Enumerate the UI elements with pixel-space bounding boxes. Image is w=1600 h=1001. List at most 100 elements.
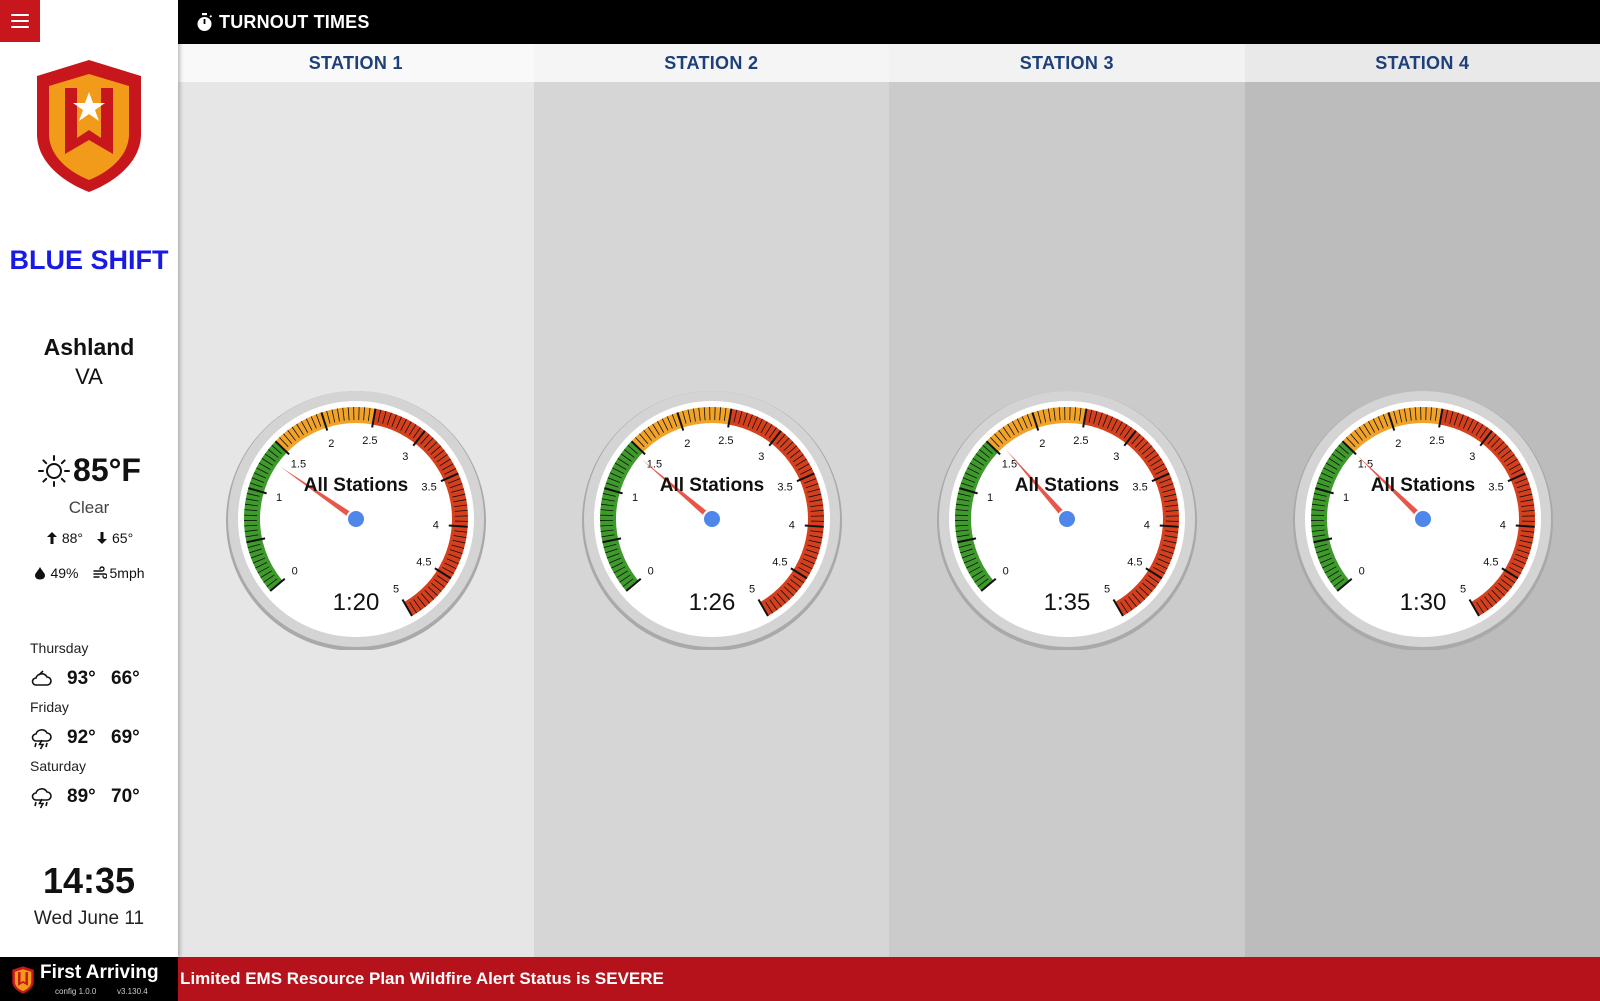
wind: 5mph	[92, 565, 145, 581]
gauge-tick-label: 2	[684, 438, 690, 450]
gauge-tick	[444, 562, 457, 570]
gauge-tick	[603, 543, 616, 548]
turnout-gauge: 0 1 1.5 2 2.5 3 3.5 4 4.5 5 All Stations 1:26	[581, 391, 842, 650]
gauge-tick-label: 3.5	[777, 481, 792, 493]
gauge-tick	[955, 529, 969, 532]
station-header[interactable]: STATION 2	[533, 44, 889, 82]
gauge-tick	[703, 407, 705, 421]
forecast-high: 93°	[67, 667, 96, 689]
gauge-tick	[296, 423, 304, 436]
gauge-tick	[768, 427, 777, 439]
gauge-tick	[642, 430, 652, 441]
station-header[interactable]: STATION 3	[889, 44, 1245, 82]
gauge-tick	[955, 509, 969, 512]
gauge-tick	[681, 410, 686, 424]
gauge-tick	[1372, 418, 1379, 431]
gauge-tick-label: 5	[393, 583, 399, 595]
gauge-tick	[1516, 549, 1530, 554]
gauge-tick	[336, 408, 340, 422]
gauge-tick	[244, 524, 258, 527]
gauge-tick	[1510, 468, 1523, 475]
gauge-tick	[1151, 472, 1170, 483]
gauge-tick	[1047, 408, 1051, 422]
gauge-tick	[267, 449, 279, 458]
gauge-tick	[809, 504, 823, 507]
date: Wed June 11	[33, 908, 145, 929]
forecast-row: 93° 66°	[30, 658, 160, 699]
gauge-tick	[1320, 472, 1333, 479]
gauge-tick	[1408, 407, 1412, 421]
gauge-tick	[779, 589, 790, 600]
city-name: Ashland	[43, 334, 135, 360]
gauge-tick	[1153, 566, 1165, 574]
current-weather: 85°F	[0, 452, 178, 489]
gauge-tick	[733, 409, 737, 423]
gauge-tick-label: 1.5	[1002, 458, 1017, 470]
gauge-tick	[440, 472, 459, 483]
gauge-tick	[805, 549, 819, 554]
gauge-tick	[1312, 498, 1326, 502]
station-header[interactable]: STATION 1	[178, 44, 534, 82]
gauge-tick	[796, 472, 815, 483]
gauge-tick	[963, 557, 977, 564]
gauge-tick	[975, 453, 987, 462]
gauge-tick	[687, 409, 691, 423]
gauge-tick	[957, 493, 971, 497]
gauge-tick	[746, 414, 753, 427]
gauge-tick-label: 4.5	[1483, 556, 1498, 568]
gauge-tick	[611, 467, 624, 475]
gauge-tick	[968, 566, 981, 574]
gauge-tick	[614, 462, 626, 470]
station-header[interactable]: STATION 4	[1244, 44, 1600, 82]
gauge-tick	[1324, 566, 1336, 574]
gauge-tick	[448, 478, 461, 484]
gauge-tick	[1026, 414, 1033, 427]
gauge-tick	[1321, 562, 1334, 569]
gauge-tick	[1161, 549, 1174, 554]
menu-button[interactable]	[0, 0, 40, 42]
gauge-tick	[1414, 407, 1416, 421]
alert-ticker: ns on Limited EMS Resource Plan Wildfire…	[0, 957, 1600, 1001]
gauge-tick	[969, 462, 982, 470]
cloud-icon	[31, 669, 52, 686]
gauge-tick	[1508, 566, 1521, 574]
gauge-tick	[1326, 570, 1339, 579]
gauge-time: 1:26	[688, 589, 735, 616]
gauge-tick	[449, 483, 463, 489]
gauge-tick	[260, 570, 272, 579]
gauge-tick	[805, 483, 818, 489]
gauge-tick	[1508, 463, 1521, 471]
gauge-tick	[606, 553, 619, 559]
gauge-tick	[982, 444, 993, 455]
gauge-tick	[252, 557, 266, 564]
gauge-tick-label: 4.5	[772, 556, 787, 568]
turnout-gauge: 011.52 2.533.544.55 All Stations 1:30	[1292, 391, 1553, 650]
high-temp: 88°	[45, 530, 83, 546]
gauge-tick	[1345, 437, 1356, 448]
gauge-tick	[957, 537, 977, 544]
state-name: VA	[75, 364, 103, 389]
gauge-tick	[1315, 548, 1329, 554]
gauge-tick	[959, 487, 978, 495]
page-title: TURNOUT TIMES	[219, 11, 370, 32]
app-version: v3.130.4	[117, 987, 148, 996]
gauge-tick	[755, 418, 763, 431]
gauge-tick	[287, 430, 296, 441]
gauge-tick	[1093, 411, 1098, 424]
forecast: Thursday 93° 66° Friday 92° 69° Saturday	[30, 640, 160, 817]
gauge-tick	[261, 457, 274, 466]
gauge-tick	[601, 498, 615, 502]
gauge-tick	[1155, 562, 1168, 570]
gauge-tick	[1479, 427, 1488, 439]
gauge-tick	[647, 426, 656, 438]
gauge-tick-label: 3.5	[1488, 481, 1503, 493]
gauge-tick	[263, 574, 275, 583]
gauge-tick	[786, 445, 797, 455]
gauge-label: All Stations	[659, 475, 764, 496]
gauge-tick	[1500, 579, 1512, 588]
gauge-tick	[610, 562, 623, 569]
gauge-tick	[1336, 578, 1352, 592]
gauge-tick	[1138, 586, 1149, 596]
gauge-band	[1341, 407, 1442, 453]
gauge-tick	[955, 503, 969, 507]
